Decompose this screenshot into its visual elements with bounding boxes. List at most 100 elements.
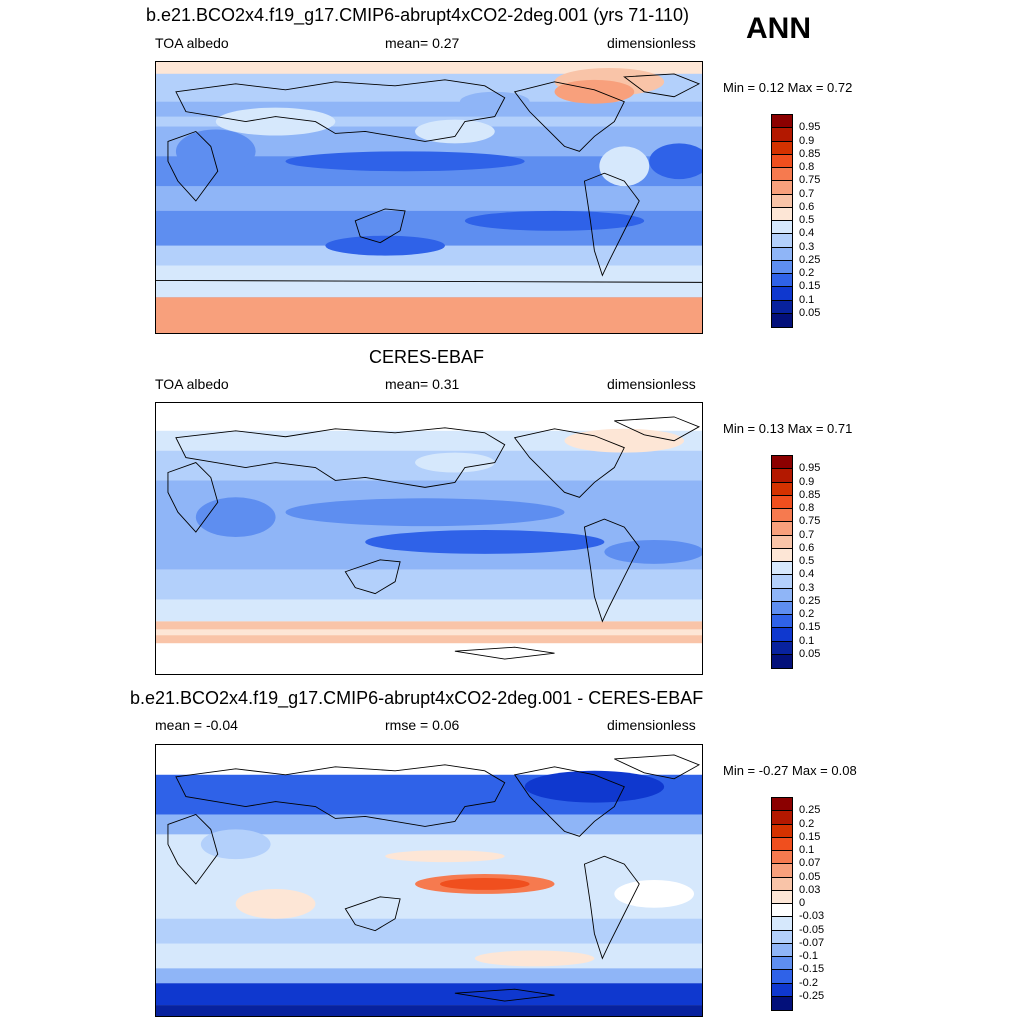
- colorbar-tick-label: 0.05: [799, 306, 821, 319]
- colorbar-tick-label: 0.05: [799, 647, 821, 660]
- panel-diff-minmax: Min = -0.27 Max = 0.08: [723, 763, 857, 778]
- colorbar-tick-label: 0.05: [799, 870, 821, 883]
- colorbar-swatch: [772, 154, 792, 168]
- colorbar-swatch: [772, 575, 792, 589]
- panel-obs-variable-label: TOA albedo: [155, 376, 229, 392]
- colorbar-swatch: [772, 548, 792, 562]
- colorbar-tick-label: 0.5: [799, 555, 815, 567]
- colorbar-swatch: [772, 274, 792, 288]
- panel-model-minmax: Min = 0.12 Max = 0.72: [723, 80, 853, 95]
- colorbar-tick-label: 0.9: [799, 475, 815, 488]
- colorbar-tick-label: -0.03: [799, 910, 825, 923]
- colorbar-tick-label: 0.9: [799, 134, 815, 147]
- colorbar-swatch: [772, 509, 792, 523]
- colorbar-tick-label: 0.1: [799, 844, 815, 856]
- colorbar-tick-label: 0.85: [799, 147, 821, 160]
- colorbar-tick-label: 0.3: [799, 240, 815, 253]
- colorbar-swatch: [772, 287, 792, 301]
- colorbar-swatch: [772, 798, 792, 812]
- colorbar-tick-label: 0.25: [799, 253, 821, 266]
- colorbar-swatch: [772, 930, 792, 944]
- colorbar-tick-label: 0.25: [799, 594, 821, 607]
- colorbar-tick-label: 0.8: [799, 161, 815, 173]
- panel-obs-minmax: Min = 0.13 Max = 0.71: [723, 421, 853, 436]
- colorbar-swatch: [772, 313, 792, 327]
- colorbar-tick-label: 0.95: [799, 462, 821, 475]
- panel-model-map: [155, 61, 703, 334]
- colorbar-swatch: [772, 234, 792, 248]
- colorbar-tick-label: 0.75: [799, 515, 821, 528]
- colorbar-swatch: [772, 588, 792, 602]
- colorbar-tick-label: -0.05: [799, 923, 825, 936]
- colorbar-swatch: [772, 115, 792, 129]
- colorbar-tick-label: 0.7: [799, 528, 815, 541]
- panel-obs-title: CERES-EBAF: [369, 347, 485, 367]
- colorbar-swatch: [772, 917, 792, 931]
- colorbar-swatch: [772, 482, 792, 496]
- colorbar-tick-label: 0.2: [799, 267, 815, 279]
- panel-obs-map: [155, 402, 703, 675]
- colorbar-tick-label: 0.5: [799, 214, 815, 226]
- colorbar-swatch: [772, 864, 792, 878]
- colorbar-swatch: [772, 877, 792, 891]
- panel-model-variable-label: TOA albedo: [155, 35, 229, 51]
- colorbar-tick-label: 0.15: [799, 621, 821, 634]
- panel-diff-mean-label: mean = -0.04: [155, 717, 238, 733]
- colorbar-tick-label: 0.3: [799, 581, 815, 594]
- colorbar-swatch: [772, 824, 792, 838]
- colorbar-swatch: [772, 957, 792, 971]
- colorbar-swatch: [772, 811, 792, 825]
- colorbar-tick-label: 0.2: [799, 608, 815, 620]
- colorbar-swatch: [772, 141, 792, 155]
- colorbar-tick-label: 0.75: [799, 174, 821, 187]
- colorbar-swatch: [772, 983, 792, 997]
- colorbar-swatch: [772, 168, 792, 182]
- colorbar-tick-label: 0.03: [799, 883, 821, 896]
- colorbar-swatch: [772, 495, 792, 509]
- colorbar-tick-label: 0.07: [799, 857, 821, 870]
- colorbar-tick-label: 0.85: [799, 488, 821, 501]
- panel-diff-title: b.e21.BCO2x4.f19_g17.CMIP6-abrupt4xCO2-2…: [130, 688, 704, 708]
- colorbar-tick-label: 0: [799, 897, 806, 909]
- colorbar-swatch: [772, 970, 792, 984]
- panel-obs-colorbar: [771, 455, 793, 669]
- colorbar-tick-label: 0.15: [799, 280, 821, 293]
- colorbar-swatch: [772, 128, 792, 142]
- colorbar-swatch: [772, 522, 792, 536]
- season-label: ANN: [746, 12, 811, 45]
- colorbar-swatch: [772, 562, 792, 576]
- colorbar-tick-label: -0.1: [799, 950, 818, 962]
- colorbar-swatch: [772, 181, 792, 195]
- panel-diff-map: [155, 744, 703, 1017]
- colorbar-swatch: [772, 641, 792, 655]
- colorbar-swatch: [772, 260, 792, 274]
- colorbar-swatch: [772, 300, 792, 314]
- colorbar-swatch: [772, 615, 792, 629]
- colorbar-swatch: [772, 996, 792, 1010]
- colorbar-swatch: [772, 207, 792, 221]
- colorbar-swatch: [772, 628, 792, 642]
- panel-diff-units-label: dimensionless: [607, 717, 696, 733]
- colorbar-swatch: [772, 837, 792, 851]
- colorbar-swatch: [772, 456, 792, 470]
- colorbar-swatch: [772, 469, 792, 483]
- panel-obs-mean-label: mean= 0.31: [385, 376, 460, 392]
- colorbar-tick-label: 0.8: [799, 502, 815, 514]
- colorbar-tick-label: 0.1: [799, 293, 815, 306]
- colorbar-tick-label: 0.15: [799, 830, 821, 843]
- colorbar-swatch: [772, 890, 792, 904]
- panel-model-colorbar: [771, 114, 793, 328]
- colorbar-swatch: [772, 851, 792, 865]
- colorbar-tick-label: -0.15: [799, 963, 825, 976]
- panel-diff-colorbar: [771, 797, 793, 1011]
- colorbar-tick-label: 0.1: [799, 634, 815, 647]
- panel-model-title: b.e21.BCO2x4.f19_g17.CMIP6-abrupt4xCO2-2…: [146, 5, 689, 25]
- panel-diff-rmse-label: rmse = 0.06: [385, 717, 460, 733]
- colorbar-swatch: [772, 535, 792, 549]
- colorbar-tick-label: 0.95: [799, 121, 821, 134]
- colorbar-swatch: [772, 601, 792, 615]
- colorbar-tick-label: 0.2: [799, 817, 815, 830]
- colorbar-swatch: [772, 247, 792, 261]
- colorbar-swatch: [772, 221, 792, 235]
- colorbar-tick-label: 0.4: [799, 568, 815, 581]
